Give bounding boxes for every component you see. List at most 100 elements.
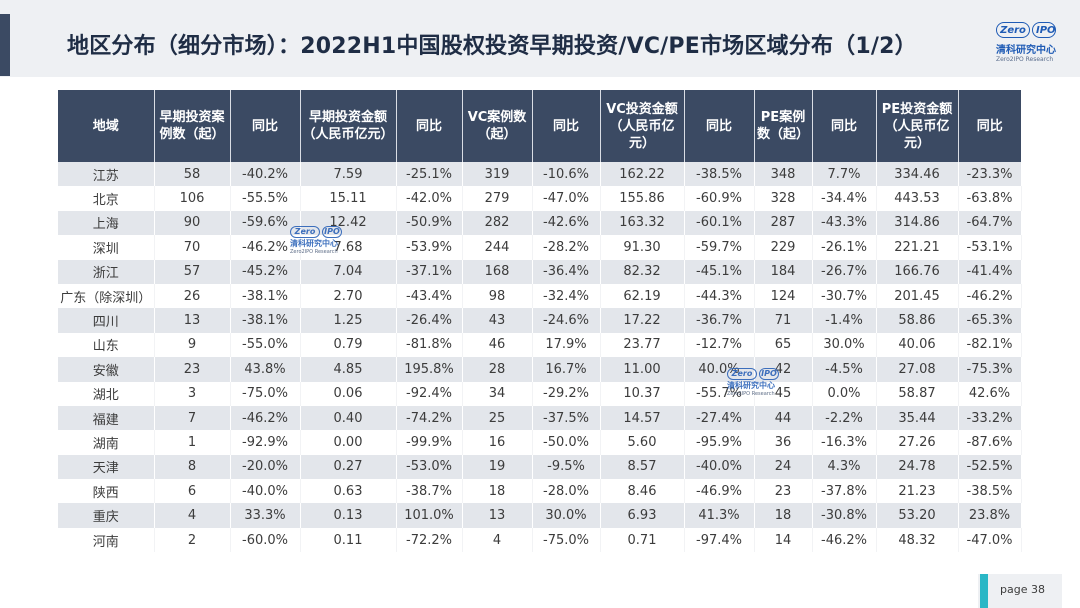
- value-cell: -46.2%: [230, 235, 301, 260]
- value-cell: -32.4%: [532, 283, 601, 309]
- value-cell: 16: [462, 430, 533, 455]
- value-cell: -47.0%: [532, 186, 601, 211]
- value-cell: -46.9%: [684, 479, 755, 504]
- footer-band: [978, 574, 1062, 608]
- value-cell: -46.2%: [958, 283, 1022, 309]
- value-cell: 2.70: [300, 283, 397, 309]
- value-cell: 287: [754, 210, 813, 236]
- value-cell: 36: [754, 430, 813, 455]
- value-cell: 443.53: [876, 186, 959, 211]
- value-cell: -34.4%: [812, 186, 877, 211]
- value-cell: 18: [462, 479, 533, 504]
- value-cell: 15.11: [300, 186, 397, 211]
- value-cell: -33.2%: [958, 405, 1022, 431]
- value-cell: 155.86: [600, 186, 685, 211]
- value-cell: 0.79: [300, 332, 397, 358]
- value-cell: 334.46: [876, 162, 959, 187]
- value-cell: 14.57: [600, 405, 685, 431]
- table-row: 陕西 6 -40.0% 0.63 -38.7% 18 -28.0% 8.46 -46.9% 23-…: [58, 479, 1022, 504]
- table-row: 广东（除深圳） 26 -38.1% 2.70 -43.4% 98 -32.4% 62.19 -4…: [58, 283, 1022, 309]
- region-cell: 北京: [58, 186, 155, 211]
- value-cell: 62.19: [600, 283, 685, 309]
- value-cell: 8.57: [600, 454, 685, 480]
- column-header: 同比: [396, 90, 463, 162]
- value-cell: -50.0%: [532, 430, 601, 455]
- value-cell: -92.4%: [396, 381, 463, 406]
- value-cell: -40.0%: [684, 454, 755, 480]
- value-cell: 58.86: [876, 308, 959, 333]
- column-header: 地域: [58, 90, 155, 162]
- region-cell: 山东: [58, 332, 155, 358]
- value-cell: 10.37: [600, 381, 685, 406]
- value-cell: 6.93: [600, 503, 685, 528]
- value-cell: -25.1%: [396, 162, 463, 187]
- value-cell: 5.60: [600, 430, 685, 455]
- region-cell: 深圳: [58, 235, 155, 260]
- value-cell: 90: [154, 210, 231, 236]
- value-cell: -16.3%: [812, 430, 877, 455]
- region-cell: 浙江: [58, 259, 155, 284]
- value-cell: -46.2%: [812, 527, 877, 553]
- value-cell: -92.9%: [230, 430, 301, 455]
- value-cell: 166.76: [876, 259, 959, 284]
- value-cell: -36.4%: [532, 259, 601, 284]
- table-row: 北京 106 -55.5% 15.11 -42.0% 279 -47.0% 155.86 -60…: [58, 186, 1022, 211]
- value-cell: 24.78: [876, 454, 959, 480]
- value-cell: -59.6%: [230, 210, 301, 236]
- value-cell: -53.0%: [396, 454, 463, 480]
- value-cell: -9.5%: [532, 454, 601, 480]
- region-cell: 天津: [58, 454, 155, 480]
- value-cell: 12.42: [300, 210, 397, 236]
- value-cell: -38.1%: [230, 283, 301, 309]
- value-cell: -52.5%: [958, 454, 1022, 480]
- value-cell: -24.6%: [532, 308, 601, 333]
- logo-name-en: Zero2IPO Research: [996, 56, 1054, 63]
- value-cell: -36.7%: [684, 308, 755, 333]
- value-cell: -75.0%: [532, 527, 601, 553]
- column-header: VC案例数（起）: [462, 90, 533, 162]
- value-cell: 2: [154, 527, 231, 553]
- table-row: 福建 7 -46.2% 0.40 -74.2% 25 -37.5% 14.57 -27.4% 44…: [58, 405, 1022, 431]
- value-cell: 82.32: [600, 259, 685, 284]
- column-header: VC投资金额（人民币亿元）: [600, 90, 685, 162]
- value-cell: 8: [154, 454, 231, 480]
- value-cell: 163.32: [600, 210, 685, 236]
- value-cell: -37.1%: [396, 259, 463, 284]
- value-cell: 17.22: [600, 308, 685, 333]
- table-row: 安徽 23 43.8% 4.85 195.8% 28 16.7% 11.00 40.0% 42 -4…: [58, 357, 1022, 382]
- table-row: 湖北 3 -75.0% 0.06 -92.4% 34 -29.2% 10.37 -55.7% 45…: [58, 381, 1022, 406]
- value-cell: -30.8%: [812, 503, 877, 528]
- value-cell: -27.4%: [684, 405, 755, 431]
- value-cell: -29.2%: [532, 381, 601, 406]
- value-cell: 13: [154, 308, 231, 333]
- value-cell: -26.1%: [812, 235, 877, 260]
- value-cell: 26: [154, 283, 231, 309]
- value-cell: -53.1%: [958, 235, 1022, 260]
- value-cell: -12.7%: [684, 332, 755, 358]
- value-cell: 7.04: [300, 259, 397, 284]
- column-header: 同比: [532, 90, 601, 162]
- value-cell: 221.21: [876, 235, 959, 260]
- column-header: PE投资金额（人民币亿元）: [876, 90, 959, 162]
- value-cell: 34: [462, 381, 533, 406]
- value-cell: 0.27: [300, 454, 397, 480]
- value-cell: -38.1%: [230, 308, 301, 333]
- table-row: 江苏 58 -40.2% 7.59 -25.1% 319 -10.6% 162.22 -38.5…: [58, 162, 1022, 187]
- value-cell: -55.7%: [684, 381, 755, 406]
- value-cell: 27.26: [876, 430, 959, 455]
- value-cell: 1.25: [300, 308, 397, 333]
- value-cell: -23.3%: [958, 162, 1022, 187]
- value-cell: 23: [154, 357, 231, 382]
- value-cell: -81.8%: [396, 332, 463, 358]
- value-cell: 30.0%: [812, 332, 877, 358]
- value-cell: -1.4%: [812, 308, 877, 333]
- value-cell: -38.5%: [958, 479, 1022, 504]
- value-cell: 168: [462, 259, 533, 284]
- value-cell: 7: [154, 405, 231, 431]
- value-cell: -20.0%: [230, 454, 301, 480]
- value-cell: -95.9%: [684, 430, 755, 455]
- value-cell: 162.22: [600, 162, 685, 187]
- value-cell: -75.0%: [230, 381, 301, 406]
- regional-distribution-table: 地域 早期投资案例数（起） 同比 早期投资金额（人民币亿元） 同比 VC案例数（起） 同比 V…: [58, 90, 1022, 553]
- header-band: [0, 0, 1080, 77]
